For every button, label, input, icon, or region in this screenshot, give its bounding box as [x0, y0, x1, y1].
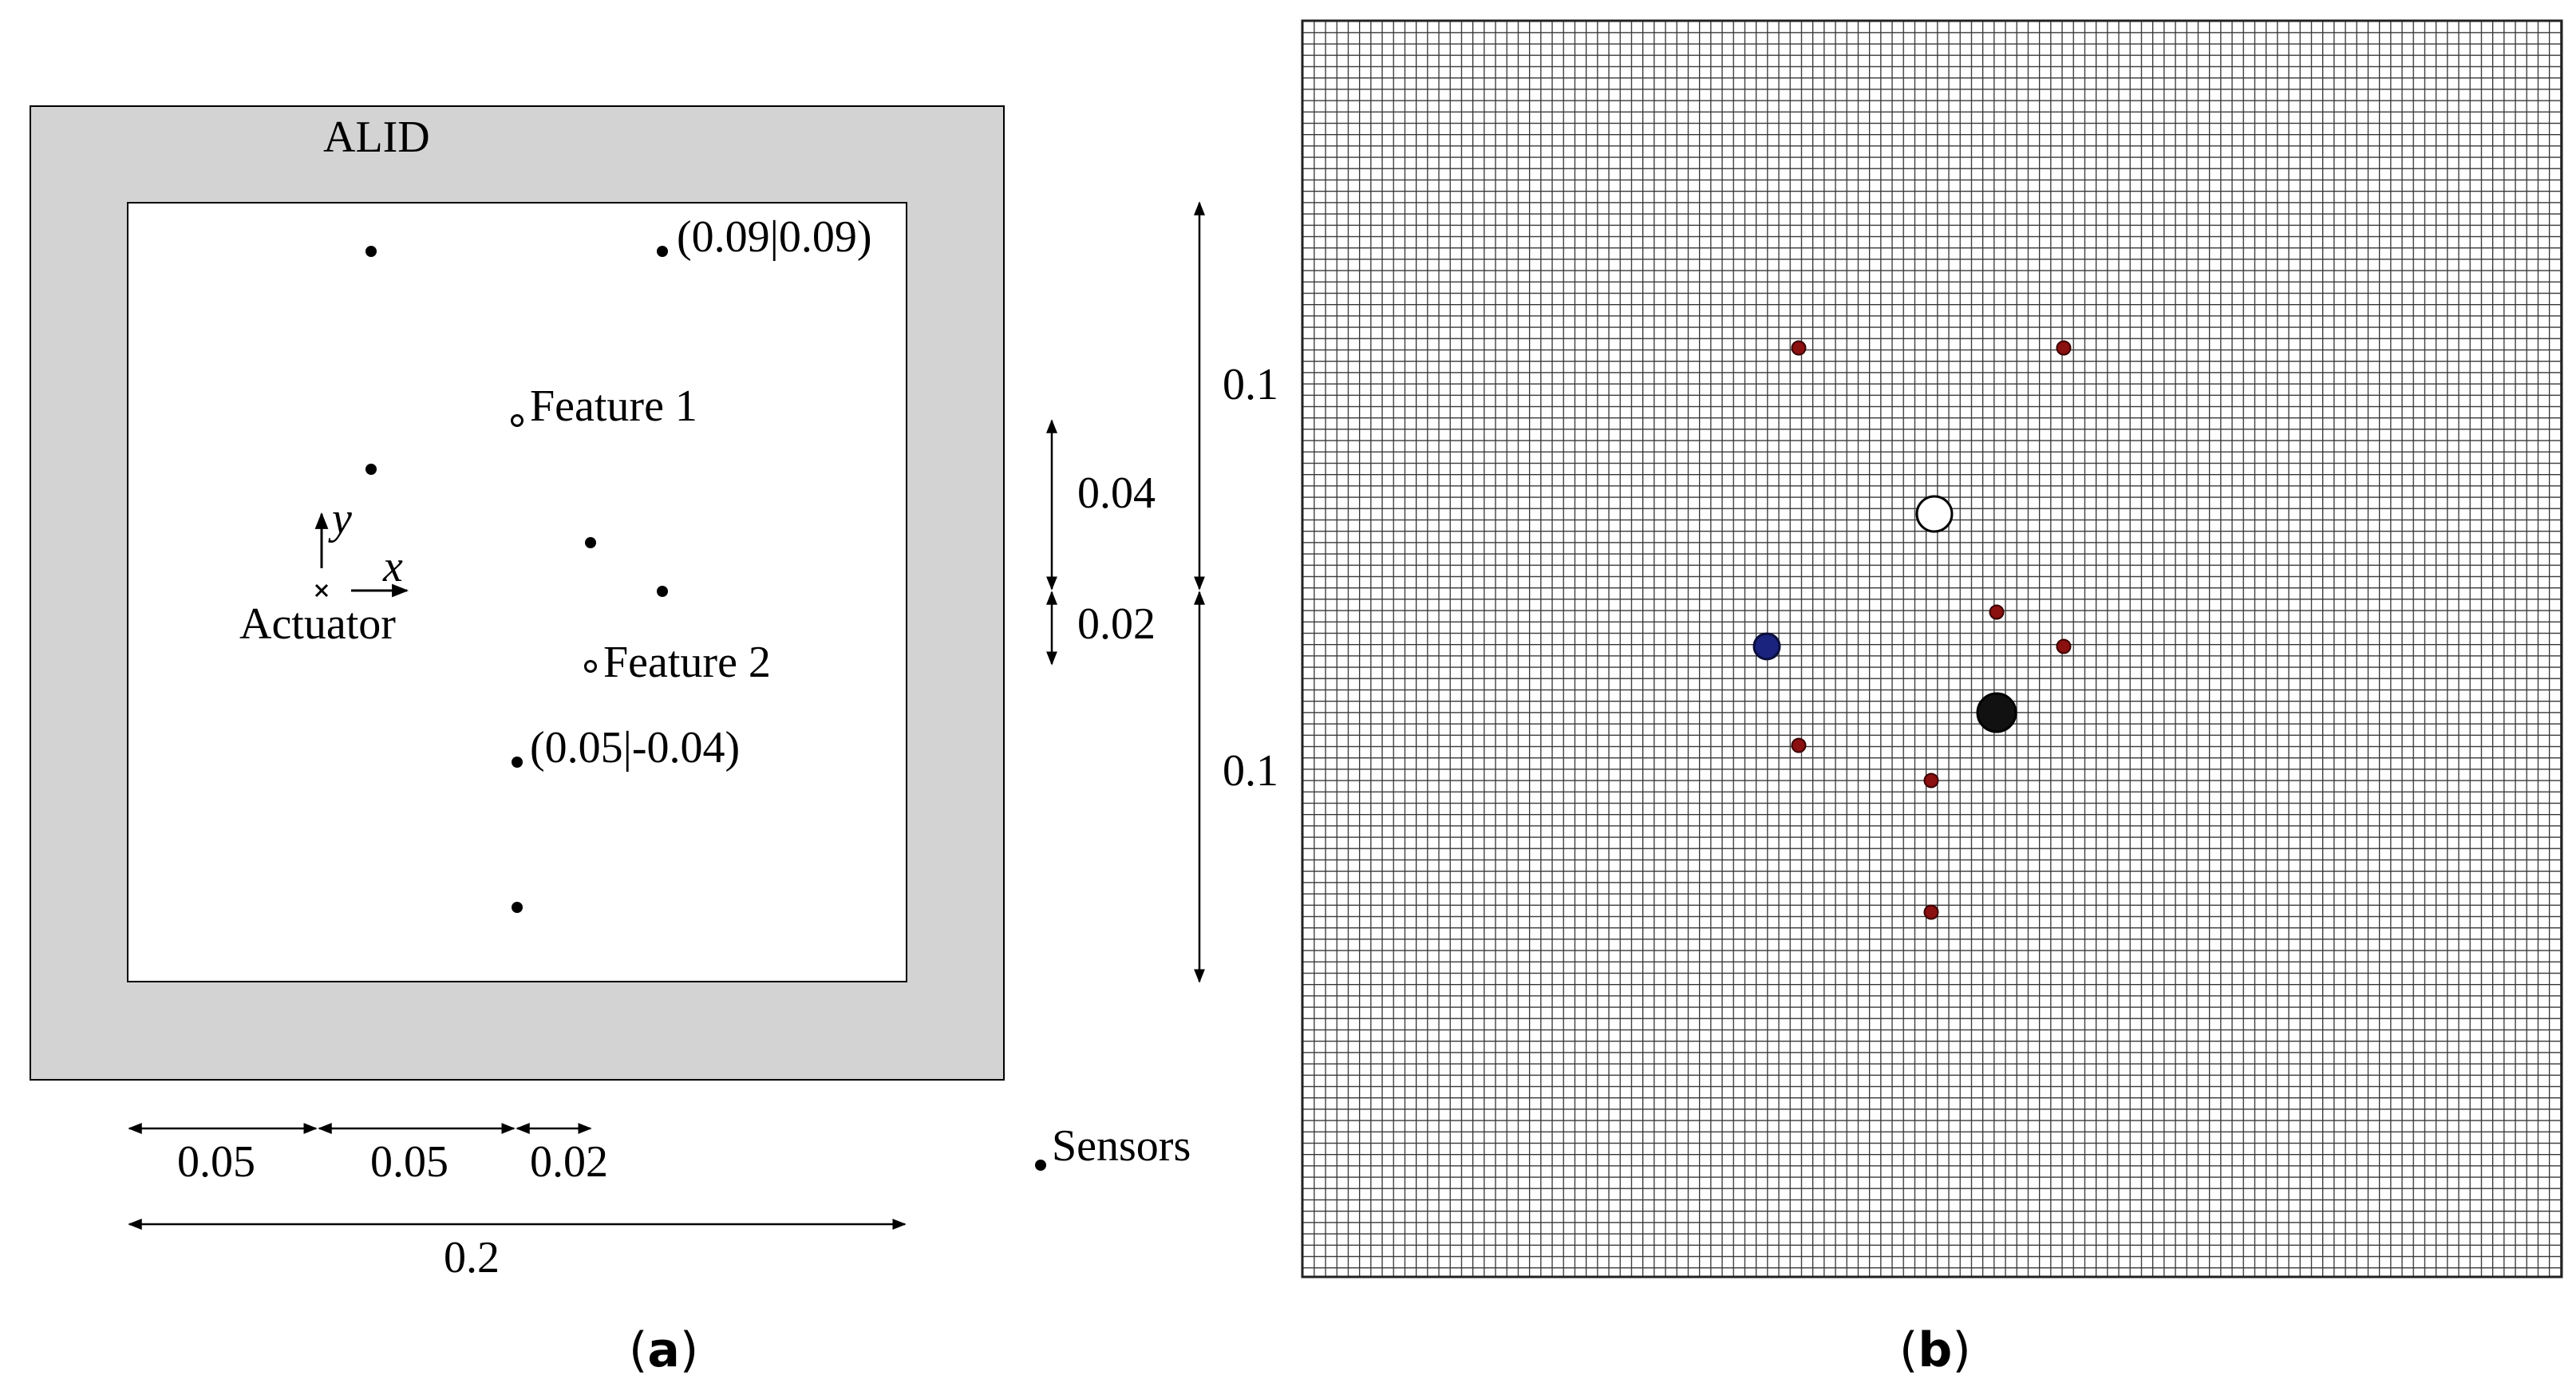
mesh-actuator-node — [1752, 632, 1781, 661]
dimension-label-vertical-2: 0.02 — [1077, 599, 1156, 649]
sensor-dot — [512, 902, 523, 913]
sensor-dot — [365, 464, 377, 475]
mesh-sensor-node — [2056, 340, 2072, 356]
dimension-label-3: 0.02 — [530, 1137, 608, 1187]
caption-b: (b) — [1899, 1322, 1971, 1378]
feature-1-marker — [511, 414, 523, 427]
dimension-label-2: 0.05 — [370, 1137, 448, 1187]
dimension-label-lower: 0.1 — [1223, 746, 1278, 796]
sensor-dot — [512, 757, 523, 768]
mesh-sensor-node — [1791, 737, 1807, 753]
mesh-sensor-node — [2056, 638, 2072, 654]
sensor-dot — [657, 586, 668, 597]
alid-label: ALID — [323, 113, 430, 162]
sensor-coordinate-bottom: (0.05|-0.04) — [530, 723, 740, 773]
panel-a: ALID (0.09|0.09) (0.05|-0.04) Feature 1 … — [30, 105, 1191, 1378]
finite-element-mesh — [1302, 21, 2562, 1277]
mesh-sensor-node — [1923, 904, 1939, 920]
mesh-sensor-node — [1923, 773, 1939, 788]
actuator-label: Actuator — [239, 599, 396, 649]
actuator-marker — [314, 583, 329, 598]
mesh-border — [1301, 19, 2563, 1278]
legend-sensors-label: Sensors — [1052, 1121, 1191, 1171]
y-axis-label: y — [328, 494, 352, 543]
sensor-dot — [585, 537, 596, 548]
x-axis-label: x — [382, 542, 403, 591]
dimension-label-1: 0.05 — [177, 1137, 255, 1187]
sensor-dot — [657, 246, 668, 257]
sensor-dot — [365, 246, 377, 257]
legend-sensor-dot — [1035, 1160, 1046, 1171]
panel-b: 0.1 0.1 (b) — [1194, 19, 2563, 1378]
feature-1-label: Feature 1 — [530, 381, 697, 431]
mesh-sensor-node — [1791, 340, 1807, 356]
sensor-coordinate-top: (0.09|0.09) — [677, 212, 872, 262]
dimension-label-vertical-1: 0.04 — [1077, 468, 1156, 518]
feature-2-label: Feature 2 — [603, 638, 771, 687]
mesh-feature-1-hole — [1915, 495, 1954, 533]
mesh-sensor-node — [1989, 604, 2005, 620]
feature-2-marker — [584, 660, 597, 673]
dimension-label-upper: 0.1 — [1223, 360, 1278, 409]
caption-a: (a) — [629, 1322, 698, 1378]
mesh-feature-2-solid — [1976, 692, 2017, 733]
dimension-label-total: 0.2 — [444, 1233, 500, 1282]
plate-region — [127, 202, 907, 982]
